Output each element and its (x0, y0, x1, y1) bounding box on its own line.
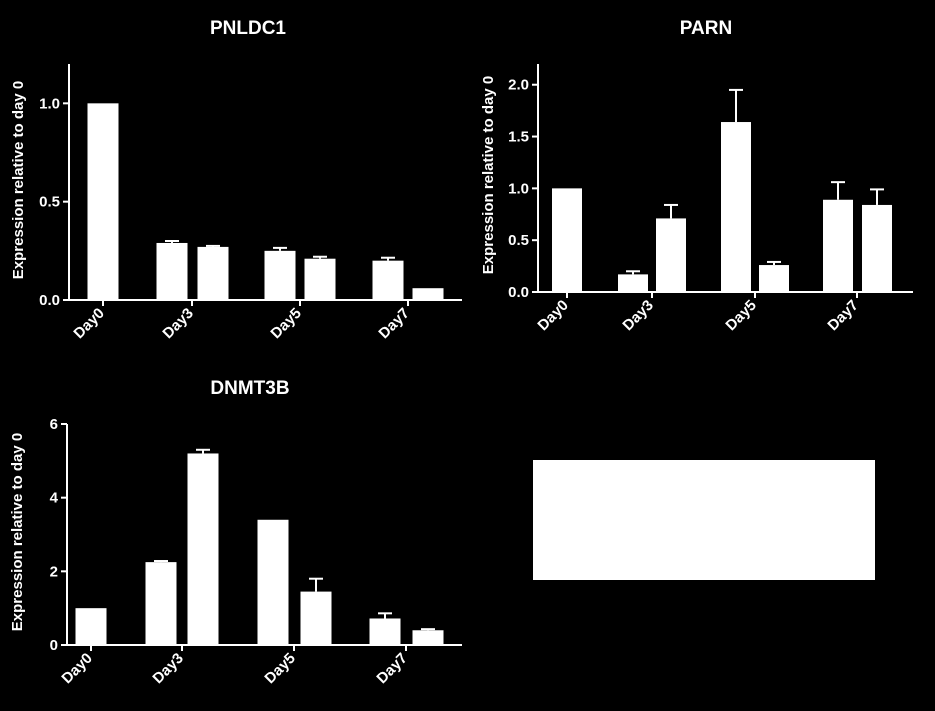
x-tick-label: Day0 (58, 650, 95, 687)
bar (721, 122, 751, 292)
bar (145, 562, 177, 645)
bar (823, 199, 853, 292)
y-tick-label: 4 (50, 490, 59, 507)
bar (862, 204, 892, 292)
y-axis-label: Expression relative to day 0 (10, 81, 27, 279)
x-tick-label: Day3 (619, 297, 656, 334)
chart-title: PARN (680, 18, 732, 39)
chart-marks: 0.0 0.5 1.0 Day0 Day3 Day5 Day7 (39, 64, 462, 342)
bar (75, 608, 107, 645)
y-tick-label: 0.0 (508, 284, 529, 301)
y-tick-label: 6 (50, 416, 58, 433)
chart-panel-dnmt3b: DNMT3B Expression relative to day 0 0 2 4 6… (9, 378, 462, 687)
bar (300, 591, 332, 645)
bar (656, 218, 686, 292)
bar (87, 103, 119, 300)
y-tick-label: 0.5 (39, 194, 60, 211)
bar (618, 274, 648, 292)
x-tick-label: Day0 (534, 297, 571, 334)
legend-box (533, 460, 875, 580)
bar (156, 242, 188, 300)
chart-marks: 0 2 4 6 Day0 Day3 Day5 Day7 (50, 416, 462, 687)
x-tick-label: Day3 (159, 305, 196, 342)
y-tick-label: 1.0 (39, 95, 60, 112)
bar (304, 258, 336, 300)
x-tick-label: Day7 (375, 305, 412, 342)
y-tick-label: 1.0 (508, 180, 529, 197)
y-tick-label: 0 (50, 637, 58, 654)
bar (187, 453, 219, 645)
bar (369, 618, 401, 645)
bar (552, 188, 582, 292)
x-tick-label: Day3 (149, 650, 186, 687)
bar (759, 265, 789, 292)
x-tick-label: Day5 (261, 650, 298, 687)
x-tick-label: Day7 (824, 297, 861, 334)
chart-panel-pnldc1: PNLDC1 Expression relative to day 0 0.00… (10, 18, 462, 342)
y-axis-label: Expression relative to day 0 (480, 76, 497, 274)
bar (257, 519, 289, 645)
x-tick-label: Day5 (267, 305, 304, 342)
chart-title: PNLDC1 (210, 18, 286, 39)
y-axis-label: Expression relative to day 0 (9, 433, 26, 631)
x-tick-label: Day0 (70, 305, 107, 342)
y-tick-label: 2.0 (508, 77, 529, 94)
chart-panel-parn: PARN Expression relative to day 0 0.0 0.5… (480, 18, 913, 334)
y-tick-label: 1.5 (508, 129, 529, 146)
x-tick-label: Day5 (722, 297, 759, 334)
y-tick-label: 0.0 (39, 292, 60, 309)
bar (412, 288, 444, 300)
bar (412, 630, 444, 645)
chart-title: DNMT3B (210, 378, 289, 399)
bar (197, 246, 229, 300)
chart-marks: 0.0 0.5 1.0 1.5 2.0 Day0 Day3 Day5 Day7 (508, 64, 913, 334)
bar (264, 250, 296, 300)
bar (372, 260, 404, 300)
x-tick-label: Day7 (373, 650, 410, 687)
y-tick-label: 0.5 (508, 232, 529, 249)
y-tick-label: 2 (50, 563, 58, 580)
